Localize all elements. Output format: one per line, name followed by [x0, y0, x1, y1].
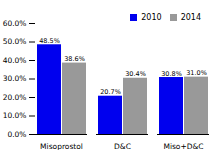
- svg-text:Misoprostol: Misoprostol: [40, 142, 83, 150]
- svg-text:D&C: D&C: [114, 142, 131, 150]
- svg-text:40.0%: 40.0%: [3, 56, 27, 65]
- svg-text:10.0%: 10.0%: [3, 111, 27, 120]
- svg-text:0.0%: 0.0%: [7, 130, 26, 139]
- svg-text:60.0%: 60.0%: [3, 19, 27, 28]
- svg-text:30.0%: 30.0%: [3, 74, 27, 83]
- svg-text:38.6%: 38.6%: [64, 55, 85, 63]
- svg-text:31.0%: 31.0%: [186, 69, 207, 77]
- svg-text:20.7%: 20.7%: [100, 88, 121, 96]
- svg-text:30.8%: 30.8%: [161, 70, 182, 78]
- svg-text:20.0%: 20.0%: [3, 93, 27, 102]
- svg-text:50.0%: 50.0%: [3, 37, 27, 46]
- svg-text:30.4%: 30.4%: [125, 70, 146, 78]
- svg-text:Miso+D&C: Miso+D&C: [163, 142, 203, 150]
- html-text:2014: 2014: [180, 13, 201, 22]
- html-text:2010: 2010: [141, 13, 162, 22]
- svg-text:48.5%: 48.5%: [39, 37, 60, 45]
